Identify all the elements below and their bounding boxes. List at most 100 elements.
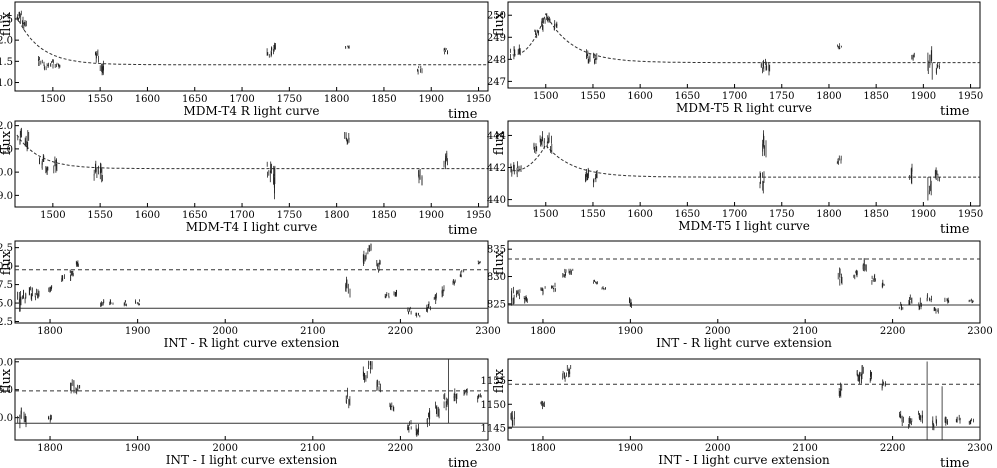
- x-tick-label: 1600: [135, 210, 160, 221]
- x-axis-label: time: [940, 222, 970, 237]
- x-tick-label: 1800: [530, 326, 555, 337]
- x-axis-label: time: [940, 104, 970, 119]
- y-tick-label: 250: [487, 11, 506, 22]
- x-tick-label: 2000: [705, 443, 730, 454]
- x-tick-label: 1500: [533, 91, 558, 102]
- y-tick-label: 1155: [481, 376, 506, 387]
- x-tick-label: 2300: [475, 443, 500, 454]
- y-tick-label: 247: [487, 77, 506, 88]
- x-tick-label: 1800: [37, 443, 62, 454]
- x-tick-label: 1900: [911, 91, 936, 102]
- plot-frame: [507, 1, 981, 89]
- x-tick-label: 1950: [466, 94, 491, 105]
- y-tick-label: 345.0: [0, 299, 13, 310]
- plot-frame: [507, 358, 981, 441]
- y-tick-label: 350.0: [0, 262, 13, 273]
- panel-caption: MDM-T5 R light curve: [676, 101, 812, 115]
- x-tick-label: 1850: [371, 94, 396, 105]
- y-tick-label: 112.5: [0, 14, 13, 25]
- y-axis-label: flux: [0, 130, 14, 155]
- model-fit-curve: [512, 12, 980, 64]
- x-tick-label: 1600: [627, 91, 652, 102]
- light-curve-panel-1: 1500 1550 1600 1650 1700 1750 1800 1850 1900 1950…: [0, 1, 491, 122]
- x-tick-label: 1650: [182, 94, 207, 105]
- y-axis-label: flux: [492, 250, 507, 275]
- y-tick-label: 111.0: [0, 78, 13, 89]
- y-tick-label: 342.5: [0, 317, 13, 328]
- y-tick-label: 252.0: [0, 121, 13, 132]
- x-tick-label: 2300: [475, 326, 500, 337]
- x-tick-label: 1800: [816, 209, 841, 220]
- x-tick-label: 1700: [229, 94, 254, 105]
- y-tick-label: 251.0: [0, 144, 13, 155]
- x-tick-label: 1700: [722, 91, 747, 102]
- y-tick-label: 530.0: [0, 413, 13, 424]
- y-tick-label: 442: [487, 163, 506, 174]
- x-tick-label: 2100: [300, 326, 325, 337]
- x-axis-label: time: [940, 456, 970, 468]
- panel-caption: INT - R light curve extension: [656, 336, 832, 350]
- plot-area: [16, 10, 488, 76]
- plot-area: [16, 127, 488, 200]
- x-tick-label: 1950: [958, 209, 983, 220]
- x-tick-label: 1500: [40, 210, 65, 221]
- x-tick-label: 2100: [792, 326, 817, 337]
- x-tick-label: 1750: [277, 94, 302, 105]
- x-tick-label: 1650: [675, 91, 700, 102]
- x-tick-label: 1800: [530, 443, 555, 454]
- x-tick-label: 1800: [816, 91, 841, 102]
- x-tick-label: 1550: [580, 209, 605, 220]
- plot-frame: [14, 240, 489, 324]
- y-tick-label: 352.5: [0, 243, 13, 254]
- y-axis-label: flux: [492, 130, 507, 155]
- x-axis-label: time: [448, 107, 478, 122]
- x-axis-label: time: [448, 223, 478, 238]
- x-tick-label: 2000: [212, 326, 237, 337]
- x-tick-label: 1900: [618, 326, 643, 337]
- x-tick-label: 1550: [580, 91, 605, 102]
- plot-frame: [14, 358, 489, 441]
- x-tick-label: 1750: [769, 91, 794, 102]
- y-tick-label: 347.5: [0, 280, 13, 291]
- light-curve-panel-2: 1500 1550 1600 1650 1700 1750 1800 1850 1900 1950…: [487, 1, 983, 119]
- light-curve-panel-7: 1800 1900 2000 2100 2200 2300 530.0 535.0 540.0f…: [0, 357, 501, 468]
- y-tick-label: 249.0: [0, 191, 13, 202]
- x-tick-label: 1900: [419, 94, 444, 105]
- y-axis-label: flux: [0, 250, 14, 275]
- model-fit-curve: [16, 134, 488, 170]
- model-fit-curve: [512, 144, 980, 178]
- panel-caption: MDM-T5 I light curve: [678, 219, 810, 233]
- x-tick-label: 1550: [87, 210, 112, 221]
- y-tick-label: 249: [487, 33, 506, 44]
- y-tick-label: 540.0: [0, 357, 13, 368]
- plot-area: [508, 361, 980, 440]
- x-tick-label: 2200: [388, 326, 413, 337]
- x-tick-label: 1650: [182, 210, 207, 221]
- model-fit-curve: [16, 16, 488, 66]
- x-tick-label: 1750: [769, 209, 794, 220]
- panel-caption: INT - I light curve extension: [166, 453, 338, 467]
- y-tick-label: 825: [487, 299, 506, 310]
- y-axis-label: flux: [492, 368, 507, 393]
- y-axis-label: flux: [492, 11, 507, 36]
- x-tick-label: 1900: [419, 210, 444, 221]
- y-tick-label: 830: [487, 272, 506, 283]
- x-tick-label: 1800: [324, 210, 349, 221]
- x-tick-label: 1900: [618, 443, 643, 454]
- y-axis-label: flux: [0, 368, 14, 393]
- panel-caption: MDM-T4 I light curve: [186, 220, 318, 234]
- x-tick-label: 1850: [863, 209, 888, 220]
- x-tick-label: 1750: [277, 210, 302, 221]
- x-tick-label: 1550: [87, 94, 112, 105]
- plot-area: [15, 243, 488, 318]
- light-curve-panel-5: 1800 1900 2000 2100 2200 2300 342.5 345.0 347.5 3…: [0, 240, 501, 350]
- x-tick-label: 1950: [958, 91, 983, 102]
- x-tick-label: 1500: [40, 94, 65, 105]
- plot-area: [510, 12, 980, 80]
- y-tick-label: 111.5: [0, 57, 13, 68]
- panel-caption: INT - R light curve extension: [164, 336, 340, 350]
- y-tick-label: 444: [487, 131, 506, 142]
- x-tick-label: 1950: [466, 210, 491, 221]
- x-tick-label: 2100: [300, 443, 325, 454]
- x-tick-label: 2300: [967, 443, 992, 454]
